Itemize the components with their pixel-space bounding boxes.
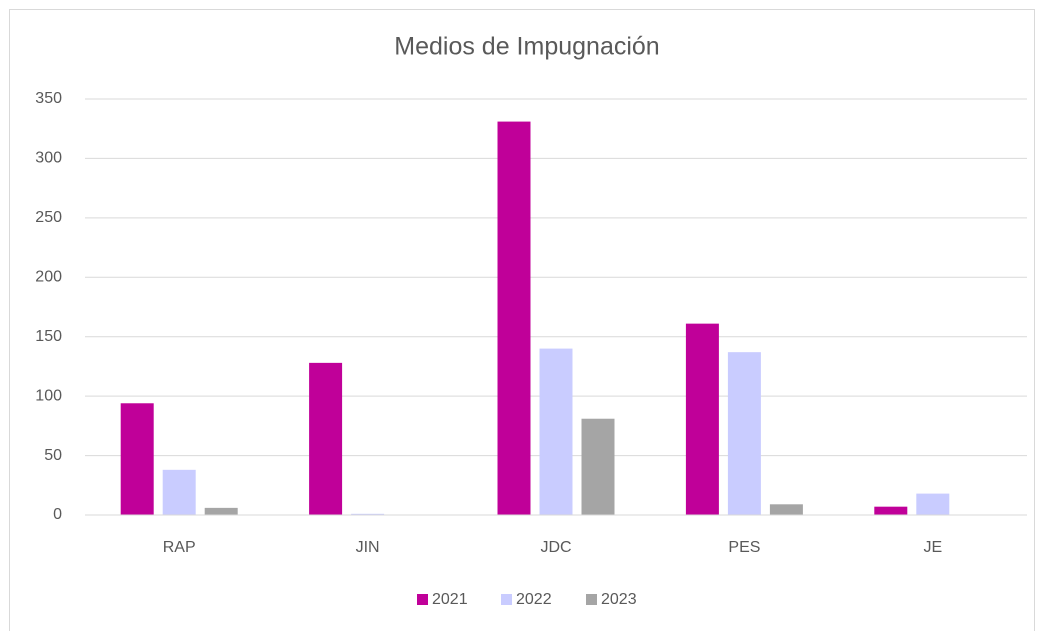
legend-label: 2021 xyxy=(432,591,468,608)
legend-label: 2022 xyxy=(516,591,552,608)
bar xyxy=(769,504,803,515)
bar xyxy=(162,469,196,515)
bar xyxy=(916,493,950,515)
y-tick-label: 100 xyxy=(35,387,62,404)
y-tick-label: 50 xyxy=(44,447,62,464)
x-tick-label: JE xyxy=(923,539,942,556)
y-tick-label: 350 xyxy=(35,90,62,107)
chart-title: Medios de Impugnación xyxy=(394,33,659,61)
y-tick-label: 250 xyxy=(35,209,62,226)
bar xyxy=(727,352,761,515)
bar xyxy=(685,323,719,515)
bar xyxy=(120,403,154,515)
legend-label: 2023 xyxy=(601,591,637,608)
y-tick-label: 200 xyxy=(35,269,62,286)
y-tick-label: 300 xyxy=(35,150,62,167)
bar xyxy=(309,362,343,515)
bar xyxy=(539,348,573,515)
legend-swatch xyxy=(417,594,428,605)
legend-swatch xyxy=(501,594,512,605)
bar xyxy=(581,418,615,515)
x-tick-label: PES xyxy=(728,539,760,556)
x-tick-label: JDC xyxy=(540,539,571,556)
y-tick-label: 150 xyxy=(35,328,62,345)
bar xyxy=(351,513,385,515)
bar xyxy=(874,506,908,515)
bar xyxy=(497,121,531,515)
x-tick-label: RAP xyxy=(163,539,196,556)
x-tick-label: JIN xyxy=(356,539,380,556)
bar xyxy=(204,507,238,515)
legend-swatch xyxy=(586,594,597,605)
y-tick-label: 0 xyxy=(53,506,62,523)
